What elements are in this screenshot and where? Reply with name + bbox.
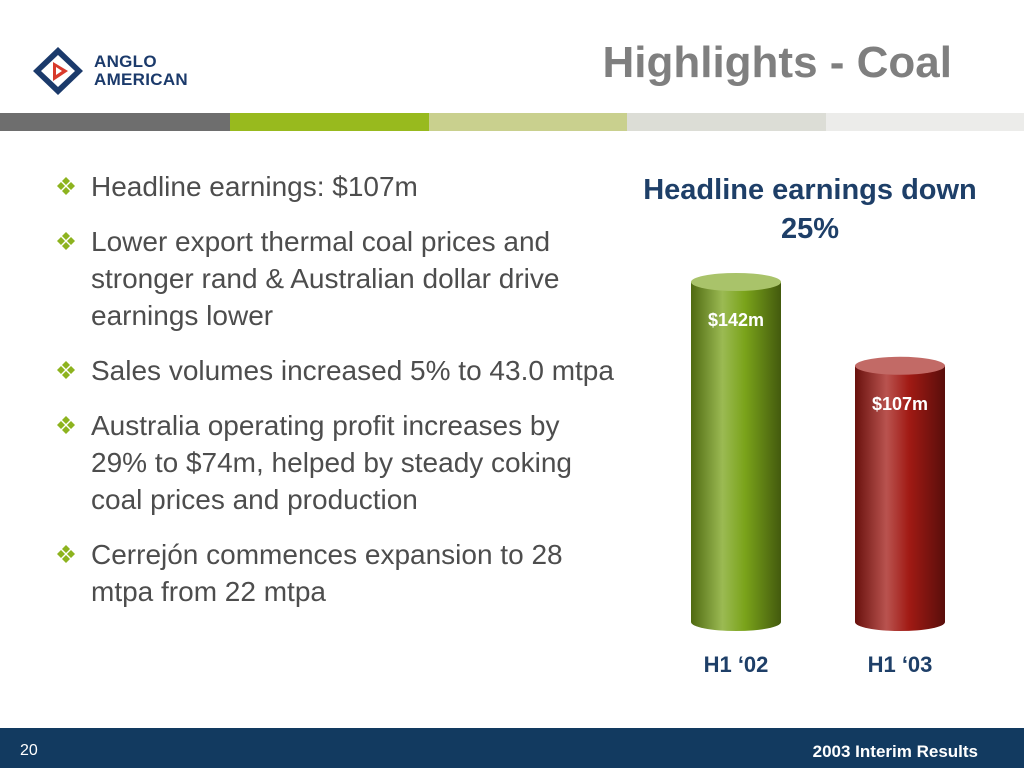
stripe-segment-2 (230, 113, 429, 131)
bar-top (691, 273, 781, 291)
diamond-bullet-icon (57, 416, 75, 434)
bullet-list: Headline earnings: $107m Lower export th… (56, 168, 616, 628)
stripe-segment-1 (0, 113, 230, 131)
bullet-item: Australia operating profit increases by … (56, 407, 616, 518)
bullet-text: Lower export thermal coal prices and str… (91, 226, 560, 331)
diamond-bullet-icon (57, 177, 75, 195)
bar (691, 282, 781, 631)
bullet-item: Lower export thermal coal prices and str… (56, 223, 616, 334)
bullet-text: Cerrejón commences expansion to 28 mtpa … (91, 539, 563, 607)
headline-earnings-chart: $142m H1 ‘02 $107m H1 ‘03 (691, 273, 945, 677)
stripe-segment-4 (627, 113, 826, 131)
slide-title: Highlights - Coal (602, 38, 952, 87)
category-label: H1 ‘02 (704, 652, 769, 677)
data-label: $142m (708, 310, 764, 330)
category-label: H1 ‘03 (868, 652, 933, 677)
logo-text-line1: ANGLO (94, 52, 157, 71)
diamond-bullet-icon (57, 232, 75, 250)
bullet-text: Australia operating profit increases by … (91, 410, 572, 515)
bullet-item: Sales volumes increased 5% to 43.0 mtpa (56, 352, 616, 389)
footer-bar: 20 2003 Interim Results (0, 728, 1024, 768)
diamond-bullet-icon (57, 545, 75, 563)
company-logo: ANGLO AMERICAN (30, 44, 188, 98)
bar-group: $142m H1 ‘02 (691, 273, 781, 677)
bar-top (855, 356, 945, 375)
footer-label: 2003 Interim Results (812, 742, 978, 761)
logo-text-line2: AMERICAN (94, 70, 189, 89)
bullet-text: Headline earnings: $107m (91, 171, 418, 202)
chart-title: Headline earnings down 25% (643, 174, 977, 245)
anglo-american-logo-icon (33, 47, 83, 95)
page-number: 20 (20, 742, 38, 759)
bullet-text: Sales volumes increased 5% to 43.0 mtpa (91, 355, 614, 386)
stripe-segment-5 (826, 113, 1024, 131)
bullet-item: Headline earnings: $107m (56, 168, 616, 205)
bullet-item: Cerrejón commences expansion to 28 mtpa … (56, 536, 616, 610)
stripe-segment-3 (429, 113, 627, 131)
diamond-bullet-icon (57, 361, 75, 379)
bar (855, 365, 945, 631)
bar-group: $107m H1 ‘03 (855, 356, 945, 677)
data-label: $107m (872, 394, 928, 414)
